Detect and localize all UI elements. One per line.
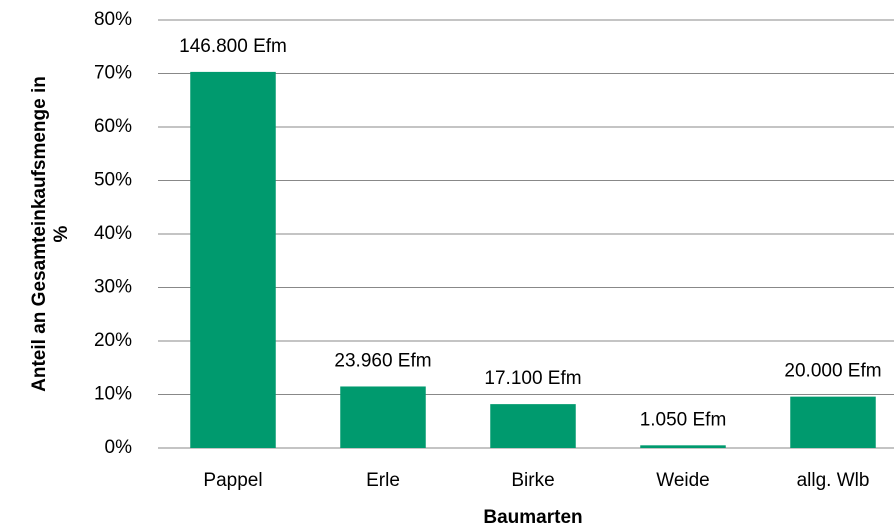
x-tick-label: allg. Wlb bbox=[797, 470, 870, 491]
x-tick-label: Pappel bbox=[203, 470, 262, 491]
data-label: 1.050 Efm bbox=[640, 409, 727, 430]
y-tick-label: 60% bbox=[94, 116, 132, 137]
y-tick-label: 50% bbox=[94, 170, 132, 191]
data-label: 23.960 Efm bbox=[334, 350, 431, 371]
y-axis-title-line: % bbox=[51, 225, 72, 242]
data-label: 146.800 Efm bbox=[179, 36, 287, 57]
bar bbox=[190, 71, 276, 449]
x-axis-title: Baumarten bbox=[483, 507, 582, 528]
y-tick-label: 80% bbox=[94, 9, 132, 30]
y-tick-label: 10% bbox=[94, 384, 132, 405]
bar bbox=[490, 404, 576, 448]
y-tick-label: 70% bbox=[94, 63, 132, 84]
data-label: 17.100 Efm bbox=[484, 368, 581, 389]
bar bbox=[340, 386, 426, 448]
data-label: 20.000 Efm bbox=[784, 361, 881, 382]
bar bbox=[790, 396, 876, 448]
x-tick-label: Birke bbox=[511, 470, 554, 491]
y-axis-title: Anteil an Gesamteinkaufsmenge in % bbox=[29, 76, 72, 392]
y-axis-title-line: Anteil an Gesamteinkaufsmenge in bbox=[29, 76, 50, 392]
y-tick-label: 40% bbox=[94, 223, 132, 244]
y-tick-label: 20% bbox=[94, 330, 132, 351]
y-tick-label: 30% bbox=[94, 277, 132, 298]
bar bbox=[640, 445, 726, 448]
x-tick-label: Erle bbox=[366, 470, 400, 491]
x-tick-label: Weide bbox=[656, 470, 710, 491]
y-tick-label: 0% bbox=[105, 437, 133, 458]
